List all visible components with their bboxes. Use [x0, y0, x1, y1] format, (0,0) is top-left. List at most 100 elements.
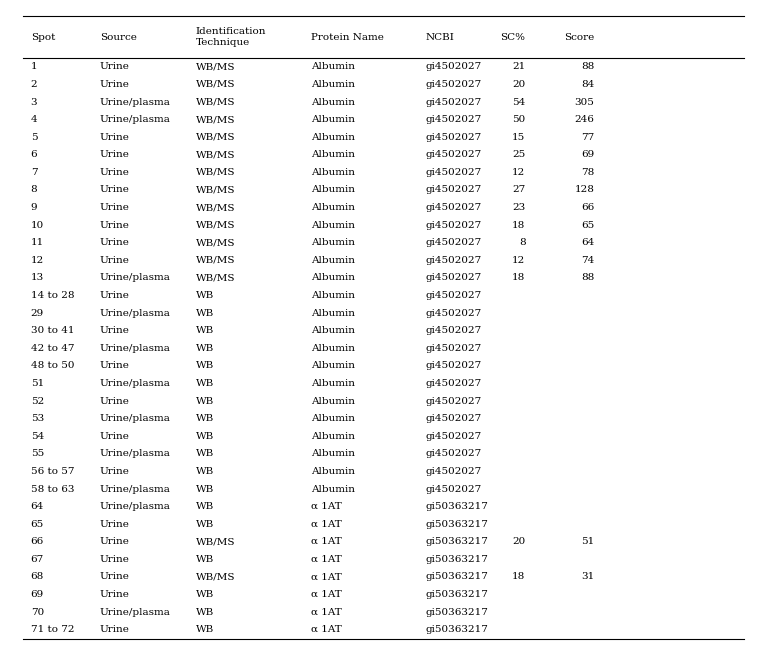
Text: Urine: Urine	[100, 467, 130, 476]
Text: 78: 78	[581, 168, 594, 177]
Text: Albumin: Albumin	[311, 168, 354, 177]
Text: 88: 88	[581, 63, 594, 72]
Text: Urine/plasma: Urine/plasma	[100, 414, 170, 423]
Text: 69: 69	[581, 150, 594, 159]
Text: WB/MS: WB/MS	[196, 133, 235, 142]
Text: 53: 53	[31, 414, 44, 423]
Text: Urine: Urine	[100, 573, 130, 582]
Text: WB/MS: WB/MS	[196, 238, 235, 247]
Text: 14 to 28: 14 to 28	[31, 291, 74, 300]
Text: gi50363217: gi50363217	[426, 537, 489, 546]
Text: 305: 305	[574, 97, 594, 106]
Text: WB: WB	[196, 291, 214, 300]
Text: 5: 5	[31, 133, 38, 142]
Text: Urine: Urine	[100, 256, 130, 265]
Text: Urine/plasma: Urine/plasma	[100, 484, 170, 493]
Text: 23: 23	[512, 203, 525, 212]
Text: gi4502027: gi4502027	[426, 115, 482, 124]
Text: Albumin: Albumin	[311, 221, 354, 230]
Text: gi4502027: gi4502027	[426, 63, 482, 72]
Text: gi4502027: gi4502027	[426, 484, 482, 493]
Text: Urine/plasma: Urine/plasma	[100, 502, 170, 511]
Text: 3: 3	[31, 97, 38, 106]
Text: α 1AT: α 1AT	[311, 520, 341, 529]
Text: WB: WB	[196, 625, 214, 634]
Text: Urine/plasma: Urine/plasma	[100, 115, 170, 124]
Text: WB: WB	[196, 484, 214, 493]
Text: 52: 52	[31, 397, 44, 406]
Text: Urine: Urine	[100, 238, 130, 247]
Text: Albumin: Albumin	[311, 467, 354, 476]
Text: gi4502027: gi4502027	[426, 432, 482, 441]
Text: WB/MS: WB/MS	[196, 537, 235, 546]
Text: gi4502027: gi4502027	[426, 467, 482, 476]
Text: gi50363217: gi50363217	[426, 590, 489, 599]
Text: WB/MS: WB/MS	[196, 63, 235, 72]
Text: 4: 4	[31, 115, 38, 124]
Text: gi50363217: gi50363217	[426, 573, 489, 582]
Text: Urine: Urine	[100, 590, 130, 599]
Text: 50: 50	[512, 115, 525, 124]
Text: Urine/plasma: Urine/plasma	[100, 273, 170, 283]
Text: Urine/plasma: Urine/plasma	[100, 97, 170, 106]
Text: Albumin: Albumin	[311, 414, 354, 423]
Text: gi4502027: gi4502027	[426, 168, 482, 177]
Text: 8: 8	[518, 238, 525, 247]
Text: Albumin: Albumin	[311, 326, 354, 335]
Text: Albumin: Albumin	[311, 344, 354, 353]
Text: 10: 10	[31, 221, 44, 230]
Text: 88: 88	[581, 273, 594, 283]
Text: 13: 13	[31, 273, 44, 283]
Text: 48 to 50: 48 to 50	[31, 361, 74, 370]
Text: 66: 66	[581, 203, 594, 212]
Text: Urine/plasma: Urine/plasma	[100, 379, 170, 388]
Text: 70: 70	[31, 608, 44, 617]
Text: 51: 51	[581, 537, 594, 546]
Text: WB: WB	[196, 520, 214, 529]
Text: Urine: Urine	[100, 80, 130, 89]
Text: WB: WB	[196, 555, 214, 564]
Text: 18: 18	[512, 573, 525, 582]
Text: 6: 6	[31, 150, 38, 159]
Text: Urine: Urine	[100, 432, 130, 441]
Text: WB: WB	[196, 432, 214, 441]
Text: WB/MS: WB/MS	[196, 80, 235, 89]
Text: Urine: Urine	[100, 397, 130, 406]
Text: gi50363217: gi50363217	[426, 520, 489, 529]
Text: Source: Source	[100, 33, 137, 41]
Text: α 1AT: α 1AT	[311, 573, 341, 582]
Text: WB: WB	[196, 379, 214, 388]
Text: Urine/plasma: Urine/plasma	[100, 344, 170, 353]
Text: gi4502027: gi4502027	[426, 186, 482, 195]
Text: 20: 20	[512, 537, 525, 546]
Text: 18: 18	[512, 221, 525, 230]
Text: 71 to 72: 71 to 72	[31, 625, 74, 634]
Text: Urine: Urine	[100, 326, 130, 335]
Text: 42 to 47: 42 to 47	[31, 344, 74, 353]
Text: NCBI: NCBI	[426, 33, 455, 41]
Text: 64: 64	[581, 238, 594, 247]
Text: Albumin: Albumin	[311, 308, 354, 317]
Text: SC%: SC%	[500, 33, 525, 41]
Text: gi4502027: gi4502027	[426, 361, 482, 370]
Text: 58 to 63: 58 to 63	[31, 484, 74, 493]
Text: Spot: Spot	[31, 33, 55, 41]
Text: 11: 11	[31, 238, 44, 247]
Text: 65: 65	[581, 221, 594, 230]
Text: gi50363217: gi50363217	[426, 502, 489, 511]
Text: gi4502027: gi4502027	[426, 221, 482, 230]
Text: Albumin: Albumin	[311, 150, 354, 159]
Text: Albumin: Albumin	[311, 432, 354, 441]
Text: 65: 65	[31, 520, 44, 529]
Text: α 1AT: α 1AT	[311, 537, 341, 546]
Text: α 1AT: α 1AT	[311, 502, 341, 511]
Text: Urine: Urine	[100, 133, 130, 142]
Text: 64: 64	[31, 502, 44, 511]
Text: Urine: Urine	[100, 203, 130, 212]
Text: Albumin: Albumin	[311, 97, 354, 106]
Text: WB: WB	[196, 467, 214, 476]
Text: WB/MS: WB/MS	[196, 168, 235, 177]
Text: Urine: Urine	[100, 291, 130, 300]
Text: WB: WB	[196, 414, 214, 423]
Text: Urine: Urine	[100, 221, 130, 230]
